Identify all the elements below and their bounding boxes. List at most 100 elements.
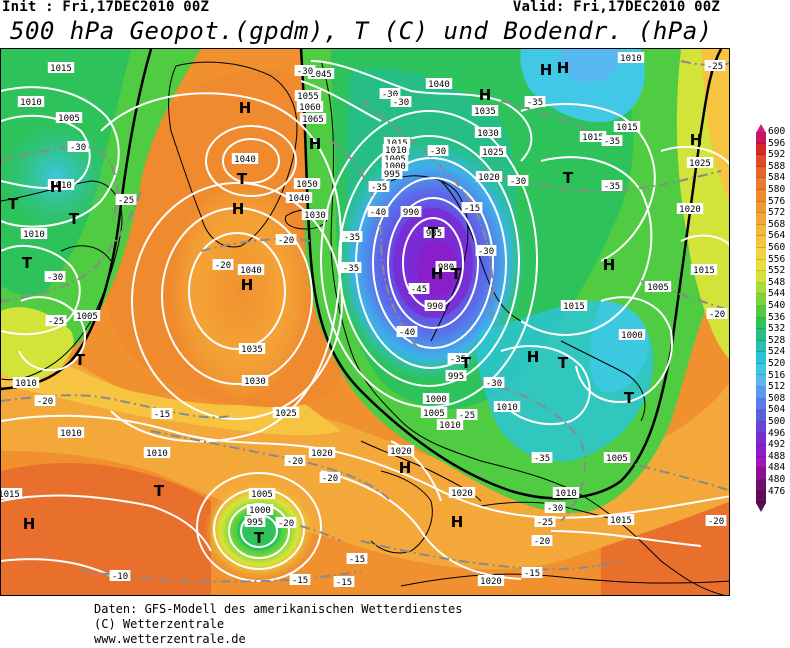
isotherm-label-box xyxy=(447,353,469,364)
isobar-label: 1055 xyxy=(297,92,319,102)
legend-label: 512 xyxy=(768,381,786,393)
isotherm-label: -20 xyxy=(278,519,294,529)
isobar-label-box xyxy=(381,160,409,171)
isobar-label: 1040 xyxy=(240,266,262,276)
isobar-label: 1045 xyxy=(310,70,332,80)
isotherm-label: -40 xyxy=(399,328,415,338)
weather-map: 1015 1010 1005 1045 1055 1060 1065 1040 1035 1030… xyxy=(0,48,730,596)
isotherm-label-box xyxy=(705,515,727,526)
isobar-label-box xyxy=(293,178,321,189)
legend-label: 548 xyxy=(768,276,786,288)
legend-swatch xyxy=(756,317,766,330)
footer-copyright: (C) Wetterzentrale xyxy=(94,617,225,631)
isobar-label: 1065 xyxy=(302,115,324,125)
high-pressure-marker: H xyxy=(527,348,540,366)
isobar-label-box xyxy=(1,488,23,499)
isobar-label-box xyxy=(475,171,503,182)
legend-label: 540 xyxy=(768,300,786,311)
isotherm-label: -25 xyxy=(537,518,553,528)
legend-label: 484 xyxy=(768,462,786,474)
isotherm-label-box xyxy=(44,271,66,282)
isotherm-label-box xyxy=(379,88,401,99)
isobar-label: 1015 xyxy=(582,133,604,143)
legend-swatch xyxy=(756,259,766,272)
isotherm-label: -20 xyxy=(37,397,53,407)
legend-label: 516 xyxy=(768,369,786,381)
isobar-label: 1020 xyxy=(679,205,701,215)
isotherm-label: -15 xyxy=(336,578,352,588)
legend-label: 480 xyxy=(768,474,786,485)
legend-swatch xyxy=(756,282,766,295)
legend-swatch xyxy=(756,189,766,202)
isotherm-label-box xyxy=(601,180,623,191)
isobar-label-box xyxy=(423,227,445,238)
high-pressure-marker: H xyxy=(50,178,63,196)
isobar-label: 1005 xyxy=(423,409,445,419)
legend-label: 564 xyxy=(768,230,786,242)
isotherm-label: -15 xyxy=(349,555,365,565)
isobar-label: 980 xyxy=(438,263,454,273)
legend-swatch xyxy=(756,271,766,283)
isobar-label: 1030 xyxy=(477,129,499,139)
isotherm-label: -15 xyxy=(524,569,540,579)
isotherm-label: -20 xyxy=(215,261,231,271)
isobar-label-box xyxy=(17,96,45,107)
isobar-label-box xyxy=(143,447,171,458)
isotherm-label-box xyxy=(408,283,430,294)
legend-swatch xyxy=(756,213,766,225)
legend-label: 588 xyxy=(768,160,786,172)
low-pressure-marker: T xyxy=(8,195,19,213)
isotherm-label: -30 xyxy=(47,273,63,283)
legend-swatch xyxy=(756,155,766,167)
isotherm-label-box xyxy=(706,308,728,319)
isobar-label-box xyxy=(381,153,409,164)
isobar-label-box xyxy=(644,281,672,292)
isobar-label-box xyxy=(57,427,85,438)
legend-swatch xyxy=(756,421,766,434)
legend-label: 500 xyxy=(768,416,786,427)
legend-color-bar xyxy=(756,132,766,503)
isotherm-label-box xyxy=(319,472,341,483)
legend-swatch xyxy=(756,143,766,156)
isobar-label: 1000 xyxy=(621,331,643,341)
legend-swatch xyxy=(756,166,766,179)
isotherm-label-box xyxy=(456,409,478,420)
init-time: Init : Fri,17DEC2010 00Z xyxy=(2,0,210,15)
isotherm-label-box xyxy=(275,517,297,528)
isotherm-label: -20 xyxy=(708,517,724,527)
isobar-label: 1010 xyxy=(555,489,577,499)
isotherm-label-box xyxy=(507,175,529,186)
isobar-label-box xyxy=(617,52,645,63)
legend-swatch xyxy=(756,456,766,469)
legend-swatch xyxy=(756,491,766,503)
isobar-label: 1025 xyxy=(275,409,297,419)
isobar-label-box xyxy=(400,206,422,217)
high-pressure-marker: H xyxy=(451,513,464,531)
high-pressure-marker: H xyxy=(239,99,252,117)
legend-swatch xyxy=(756,445,766,457)
legend-label: 528 xyxy=(768,334,786,346)
isotherm-label: -20 xyxy=(287,457,303,467)
isotherm-label: -35 xyxy=(534,454,550,464)
isotherm-label: -15 xyxy=(464,204,480,214)
low-pressure-marker: T xyxy=(22,254,33,272)
low-pressure-marker: T xyxy=(558,354,569,372)
footer-url: www.wetterzentrale.de xyxy=(94,632,246,646)
isotherm-label: -30 xyxy=(382,90,398,100)
legend-swatch xyxy=(756,201,766,214)
isobar-label-box xyxy=(382,144,410,155)
isobar-label: 990 xyxy=(427,302,443,312)
isobar-label-box xyxy=(47,179,75,190)
isotherm-label: -30 xyxy=(510,177,526,187)
frontal-boundaries xyxy=(1,49,723,500)
isobar-label-box xyxy=(493,401,521,412)
legend-label: 592 xyxy=(768,149,786,161)
isotherm-label: -35 xyxy=(450,355,466,365)
isotherm-label: -30 xyxy=(70,143,86,153)
isobar-label-box xyxy=(387,445,415,456)
isobar-label: 1010 xyxy=(496,403,518,413)
isotherm-label: -30 xyxy=(297,67,313,77)
low-pressure-marker: T xyxy=(461,354,472,372)
